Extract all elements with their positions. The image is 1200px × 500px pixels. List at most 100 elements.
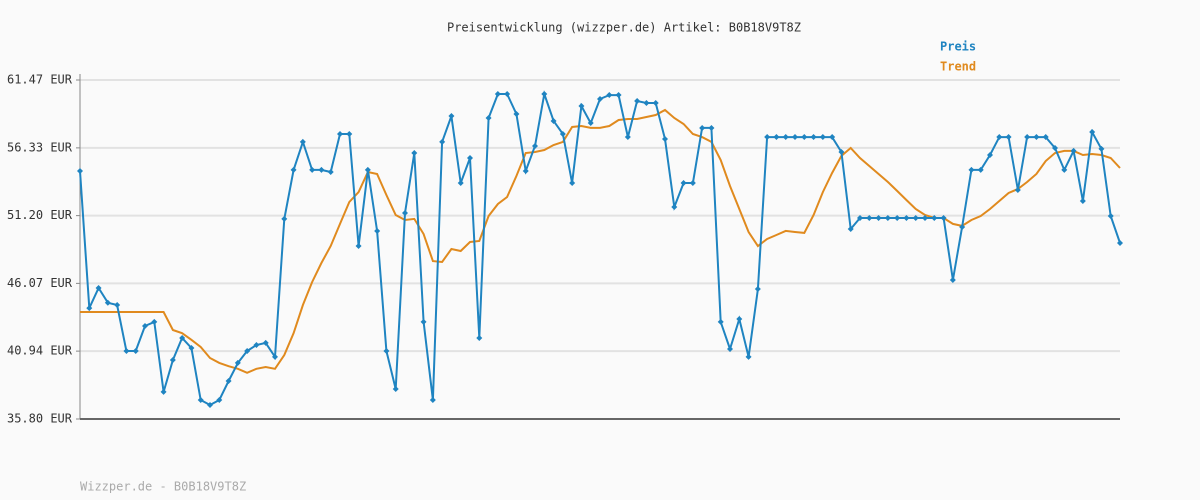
marker [949, 276, 956, 283]
marker [708, 124, 715, 131]
marker [699, 124, 706, 131]
marker [782, 134, 789, 141]
marker [1070, 147, 1077, 154]
marker [439, 138, 446, 145]
marker [411, 150, 418, 157]
marker [1079, 197, 1086, 204]
marker [1098, 145, 1105, 152]
chart-title: Preisentwicklung (wizzper.de) Artikel: B… [447, 21, 801, 35]
marker [829, 134, 836, 141]
marker [123, 347, 130, 354]
marker [448, 113, 455, 120]
marker [86, 305, 93, 312]
marker [764, 134, 771, 141]
marker [457, 180, 464, 187]
marker [931, 215, 938, 222]
marker [717, 318, 724, 325]
marker [77, 167, 83, 174]
marker [801, 134, 808, 141]
footer: Wizzper.de - B0B18V9T8Z [80, 480, 246, 494]
marker [1042, 134, 1049, 141]
marker [894, 215, 901, 222]
legend-entry: Trend [940, 60, 976, 74]
marker [1089, 129, 1096, 136]
marker [197, 396, 204, 403]
marker [402, 209, 408, 216]
marker [467, 155, 473, 162]
marker [643, 99, 650, 106]
marker [634, 97, 641, 104]
marker [606, 92, 613, 99]
y-tick-label: 46.07 EUR [7, 276, 73, 290]
marker [281, 215, 288, 222]
marker [838, 148, 845, 155]
marker [968, 166, 975, 173]
marker [671, 204, 678, 211]
y-tick-label: 40.94 EUR [7, 344, 73, 358]
marker [532, 143, 538, 150]
marker [819, 134, 826, 141]
marker [1014, 187, 1021, 194]
y-tick-label: 56.33 EUR [7, 140, 73, 154]
marker [810, 134, 817, 141]
marker [188, 344, 195, 351]
line-1 [80, 108, 1121, 374]
marker [578, 103, 585, 110]
marker [597, 96, 603, 103]
marker [272, 353, 278, 360]
marker [179, 335, 186, 342]
marker [327, 169, 334, 176]
marker [550, 117, 557, 124]
marker [569, 180, 576, 187]
marker [142, 323, 148, 330]
marker [875, 215, 882, 222]
marker [132, 347, 139, 354]
legend-entry: Preis [940, 40, 976, 54]
marker [847, 225, 854, 232]
marker [559, 131, 566, 138]
marker [792, 134, 798, 141]
marker [1107, 213, 1114, 220]
marker [652, 99, 659, 106]
marker [337, 131, 343, 138]
marker [522, 167, 529, 174]
marker [169, 356, 176, 363]
marker [494, 90, 501, 97]
marker [346, 131, 353, 138]
marker [1052, 145, 1058, 152]
marker [504, 90, 511, 97]
marker [114, 302, 121, 309]
marker [318, 166, 325, 173]
marker [680, 180, 687, 187]
marker [160, 388, 167, 395]
marker [996, 134, 1003, 141]
marker [857, 215, 863, 222]
marker [355, 243, 362, 250]
marker [959, 223, 966, 230]
marker [662, 136, 668, 143]
y-tick-label: 61.47 EUR [7, 73, 73, 87]
y-tick-label: 35.80 EUR [7, 412, 73, 426]
marker [309, 166, 316, 173]
marker [1117, 239, 1123, 246]
marker [216, 396, 223, 403]
marker [903, 215, 910, 222]
marker [290, 166, 297, 173]
marker [624, 134, 631, 141]
marker [420, 318, 427, 325]
marker [1061, 166, 1068, 173]
marker [225, 377, 232, 384]
marker [912, 215, 919, 222]
marker [727, 346, 733, 353]
marker [1024, 134, 1031, 141]
marker [244, 347, 251, 354]
marker [922, 215, 928, 222]
marker [940, 215, 947, 222]
marker [987, 152, 993, 159]
marker [745, 353, 752, 360]
marker [151, 318, 158, 325]
marker [736, 316, 743, 323]
marker [689, 180, 696, 187]
